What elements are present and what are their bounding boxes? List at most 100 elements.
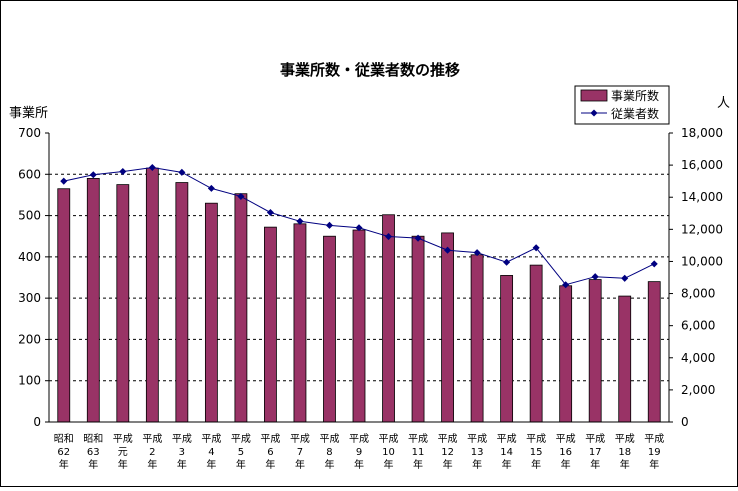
y-left-tick-label: 300 bbox=[18, 291, 41, 305]
bar bbox=[647, 281, 661, 423]
bar bbox=[470, 254, 484, 423]
x-tick-label: 平成 bbox=[467, 433, 487, 445]
bar bbox=[204, 202, 218, 423]
x-tick-label: 16 bbox=[559, 447, 572, 458]
x-tick-label: 年 bbox=[177, 458, 187, 471]
line-point bbox=[621, 274, 629, 282]
x-tick-label: 平成 bbox=[408, 433, 428, 445]
line-point bbox=[532, 244, 540, 252]
bar bbox=[86, 178, 100, 423]
line-point bbox=[60, 177, 68, 185]
line-point bbox=[296, 217, 304, 225]
bar bbox=[116, 184, 130, 423]
legend-bar-swatch bbox=[580, 89, 608, 102]
x-tick-label: 年 bbox=[561, 458, 571, 471]
x-tick-label: 7 bbox=[297, 447, 303, 458]
line-series bbox=[60, 163, 658, 289]
x-tick-label: 10 bbox=[382, 447, 395, 458]
line-point bbox=[384, 233, 393, 241]
x-tick-label: 年 bbox=[265, 458, 275, 471]
x-tick-label: 平成 bbox=[231, 433, 251, 445]
bar bbox=[175, 182, 189, 423]
line-point bbox=[148, 163, 156, 172]
x-tick-label: 年 bbox=[443, 458, 453, 471]
bar bbox=[500, 275, 514, 423]
line-point bbox=[444, 246, 452, 254]
bar-series bbox=[57, 167, 661, 423]
legend-label-bar: 事業所数 bbox=[611, 88, 659, 103]
x-tick-label: 平成 bbox=[556, 433, 576, 445]
x-tick-label: 18 bbox=[618, 447, 631, 458]
x-tick-label: 63 bbox=[87, 447, 100, 458]
x-tick-label: 年 bbox=[384, 458, 394, 471]
x-tick-label: 5 bbox=[238, 447, 244, 458]
x-tick-label: 15 bbox=[530, 447, 543, 458]
line-point bbox=[650, 260, 658, 268]
x-tick-label: 年 bbox=[236, 458, 246, 471]
x-tick-label: 元 bbox=[118, 447, 128, 458]
x-tick-label: 年 bbox=[88, 458, 98, 471]
x-tick-label: 年 bbox=[295, 458, 305, 471]
x-tick-label: 平成 bbox=[290, 433, 310, 445]
x-tick-label: 2 bbox=[149, 447, 155, 458]
y-left-tick-label: 700 bbox=[18, 126, 41, 140]
y-axis-right-ticks: 0 2,000 4,000 6,000 8,000 10,000 12,000 14,000 1… bbox=[669, 126, 723, 429]
bar bbox=[618, 295, 632, 423]
y-right-tick-label: 12,000 bbox=[681, 222, 723, 236]
bar bbox=[411, 235, 425, 423]
x-tick-label: 年 bbox=[590, 458, 600, 471]
x-tick-label: 平成 bbox=[349, 433, 369, 445]
x-tick-label: 3 bbox=[179, 447, 185, 458]
x-tick-label: 昭和 bbox=[54, 433, 74, 445]
bar bbox=[352, 229, 366, 423]
x-tick-label: 6 bbox=[267, 447, 273, 458]
x-tick-label: 年 bbox=[649, 458, 659, 471]
x-tick-label: 年 bbox=[502, 458, 512, 471]
x-tick-label: 平成 bbox=[379, 433, 399, 445]
legend-line-marker bbox=[590, 109, 598, 117]
line-point bbox=[325, 221, 334, 229]
y-left-tick-label: 600 bbox=[18, 167, 41, 181]
x-tick-label: 平成 bbox=[644, 433, 664, 445]
x-tick-label: 11 bbox=[412, 447, 425, 458]
y-right-tick-label: 0 bbox=[681, 415, 689, 429]
bar bbox=[323, 235, 336, 423]
x-tick-label: 9 bbox=[356, 447, 362, 458]
line-point bbox=[119, 167, 127, 176]
x-tick-label: 14 bbox=[500, 447, 513, 458]
axes bbox=[48, 133, 670, 423]
line-point bbox=[562, 281, 570, 289]
x-tick-label: 平成 bbox=[585, 433, 605, 445]
x-tick-label: 平成 bbox=[438, 433, 458, 445]
x-tick-label: 平成 bbox=[142, 433, 162, 445]
x-tick-label: 4 bbox=[208, 447, 214, 458]
bar bbox=[234, 193, 248, 423]
x-tick-label: 13 bbox=[471, 447, 484, 458]
line-point bbox=[355, 224, 363, 232]
y-left-tick-label: 200 bbox=[18, 332, 41, 346]
y-left-tick-label: 400 bbox=[18, 250, 41, 264]
bar bbox=[293, 223, 307, 423]
y-axis-right-title: 人 bbox=[717, 96, 730, 111]
x-tick-label: 19 bbox=[648, 447, 661, 458]
line-point bbox=[178, 168, 186, 176]
x-tick-label: 平成 bbox=[260, 433, 280, 445]
x-tick-label: 62 bbox=[57, 447, 70, 458]
line-point bbox=[89, 171, 97, 179]
x-tick-label: 年 bbox=[620, 458, 630, 471]
legend: 事業所数 従業者数 bbox=[574, 85, 670, 125]
x-tick-label: 平成 bbox=[497, 433, 517, 445]
x-tick-label: 昭和 bbox=[83, 433, 103, 445]
x-tick-label: 平成 bbox=[172, 433, 192, 445]
y-axis-left-ticks: 0 100 200 300 400 500 600 700 bbox=[18, 126, 49, 429]
x-tick-label: 17 bbox=[589, 447, 602, 458]
bar bbox=[145, 167, 159, 423]
bar bbox=[559, 285, 573, 423]
y-right-tick-label: 16,000 bbox=[681, 158, 723, 172]
y-right-tick-label: 18,000 bbox=[681, 126, 723, 140]
line-point bbox=[266, 208, 274, 217]
x-tick-label: 年 bbox=[531, 458, 541, 471]
y-axis-left-title: 事業所 bbox=[9, 105, 48, 121]
